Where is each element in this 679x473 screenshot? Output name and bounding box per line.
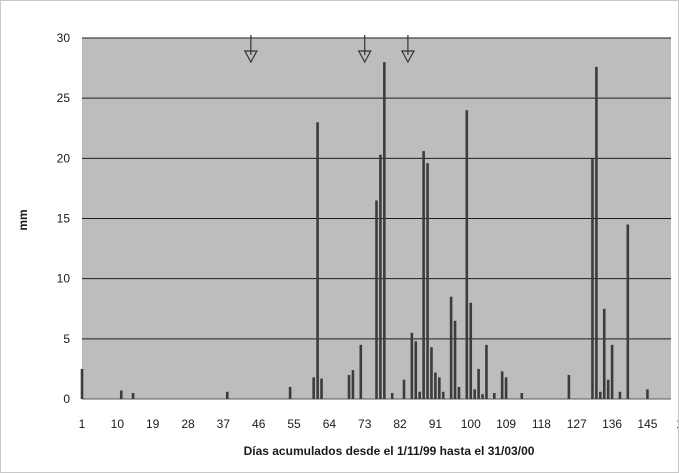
x-tick-label: 37 <box>217 417 231 431</box>
precipitation-bar <box>626 224 630 399</box>
precipitation-bar <box>504 377 508 399</box>
x-tick-label: 118 <box>532 417 551 431</box>
precipitation-bar <box>320 378 323 399</box>
x-axis-title: Días acumulados desde el 1/11/99 hasta e… <box>244 444 535 458</box>
precipitation-bar <box>567 374 571 399</box>
down-arrow-marker <box>357 35 372 64</box>
precipitation-bar <box>591 158 594 399</box>
precipitation-bar <box>473 389 476 399</box>
precipitation-bar <box>481 394 484 399</box>
y-tick-label: 30 <box>57 31 71 45</box>
precipitation-bar <box>520 392 524 399</box>
precipitation-bar <box>426 163 429 399</box>
precipitation-bar <box>351 370 355 399</box>
precipitation-bar <box>312 377 315 399</box>
precipitation-bar <box>430 347 433 399</box>
precipitation-bar <box>493 392 496 399</box>
precipitation-bar <box>316 122 319 399</box>
precipitation-bar <box>390 392 394 399</box>
y-tick-label: 5 <box>63 332 70 346</box>
precipitation-bar <box>414 341 418 399</box>
precipitation-bar <box>383 62 386 400</box>
y-tick-label: 20 <box>57 151 71 165</box>
y-tick-label: 25 <box>57 91 71 105</box>
down-arrow-marker <box>243 35 258 64</box>
y-tick-label: 0 <box>63 392 70 406</box>
precipitation-bar <box>646 389 649 399</box>
precipitation-bar <box>418 391 421 399</box>
x-tick-label: 28 <box>181 417 195 431</box>
precipitation-bar <box>225 391 229 399</box>
x-axis-ticks: 1 10 19 28 37 46 55 64 73 82 91 100 109 118 127 136 145 1… <box>79 417 678 431</box>
precipitation-bar <box>500 371 504 399</box>
precipitation-bar <box>606 379 610 399</box>
x-tick-label: 136 <box>602 417 622 431</box>
x-tick-label: 100 <box>461 417 481 431</box>
precipitation-bar <box>422 151 425 399</box>
precipitation-bar <box>595 66 598 399</box>
precipitation-bar <box>359 344 363 399</box>
x-tick-label: 1 <box>79 417 86 431</box>
x-tick-label: 73 <box>358 417 372 431</box>
precipitation-bar <box>119 390 123 399</box>
precipitation-bar <box>449 296 453 399</box>
precipitation-bar <box>131 392 135 399</box>
precipitation-bar <box>288 386 292 399</box>
precipitation-bar <box>610 344 614 399</box>
precipitation-bar <box>434 372 437 399</box>
down-arrow-marker <box>400 35 415 64</box>
y-tick-label: 10 <box>57 272 71 286</box>
precipitation-bar <box>379 154 382 399</box>
precipitation-bar <box>465 110 469 399</box>
precipitation-bar <box>453 320 457 399</box>
precipitation-bar <box>441 391 445 399</box>
x-tick-label: 15 <box>676 417 678 431</box>
y-tick-label: 15 <box>57 212 71 226</box>
precipitation-bar <box>410 332 414 399</box>
precipitation-bar <box>438 377 441 399</box>
x-tick-label: 91 <box>429 417 443 431</box>
x-tick-label: 145 <box>637 417 657 431</box>
x-tick-label: 55 <box>287 417 301 431</box>
x-tick-label: 10 <box>111 417 125 431</box>
precipitation-bar <box>375 200 378 399</box>
plot-area <box>80 35 671 400</box>
x-tick-label: 109 <box>496 417 516 431</box>
precipitation-bar <box>469 302 473 399</box>
precipitation-bar <box>457 386 461 399</box>
precipitation-bar <box>402 379 406 399</box>
x-tick-label: 64 <box>323 417 337 431</box>
precipitation-bar <box>602 308 606 399</box>
x-tick-label: 82 <box>393 417 407 431</box>
precipitation-bar <box>80 368 84 399</box>
x-tick-label: 46 <box>252 417 266 431</box>
x-tick-label: 19 <box>146 417 160 431</box>
y-axis-title: mm <box>16 209 30 230</box>
precipitation-bar <box>485 344 488 399</box>
precipitation-bar <box>477 368 480 399</box>
precipitation-bar <box>347 374 351 399</box>
precipitation-bar <box>618 391 622 399</box>
x-tick-label: 127 <box>567 417 587 431</box>
precipitation-bar <box>599 391 602 399</box>
y-axis-ticks: 0 5 10 15 20 25 30 <box>57 31 71 406</box>
